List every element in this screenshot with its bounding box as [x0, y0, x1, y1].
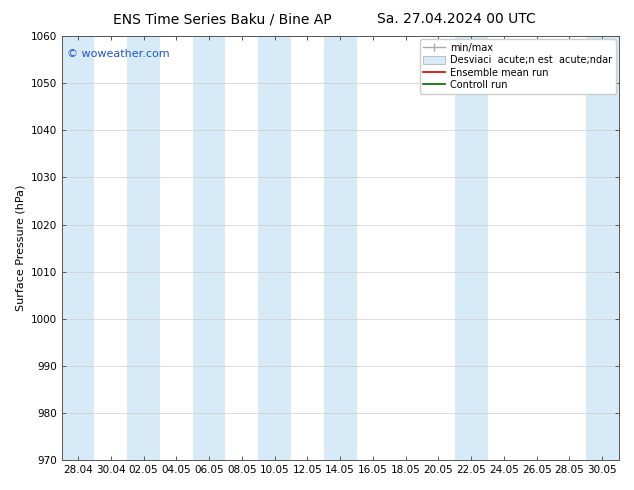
Bar: [455, 36, 488, 460]
Bar: [61, 36, 94, 460]
Legend: min/max, Desviaci  acute;n est  acute;ndar, Ensemble mean run, Controll run: min/max, Desviaci acute;n est acute;ndar…: [420, 39, 616, 94]
Bar: [324, 36, 356, 460]
Text: Sa. 27.04.2024 00 UTC: Sa. 27.04.2024 00 UTC: [377, 12, 536, 26]
Bar: [193, 36, 226, 460]
Text: ENS Time Series Baku / Bine AP: ENS Time Series Baku / Bine AP: [113, 12, 331, 26]
Title: ENS Time Series Baku / Bine AP      Sa. 27.04.2024 00 UTC: ENS Time Series Baku / Bine AP Sa. 27.04…: [0, 489, 1, 490]
Bar: [127, 36, 160, 460]
Y-axis label: Surface Pressure (hPa): Surface Pressure (hPa): [15, 185, 25, 311]
Bar: [586, 36, 619, 460]
Text: © woweather.com: © woweather.com: [67, 49, 170, 59]
Bar: [258, 36, 291, 460]
